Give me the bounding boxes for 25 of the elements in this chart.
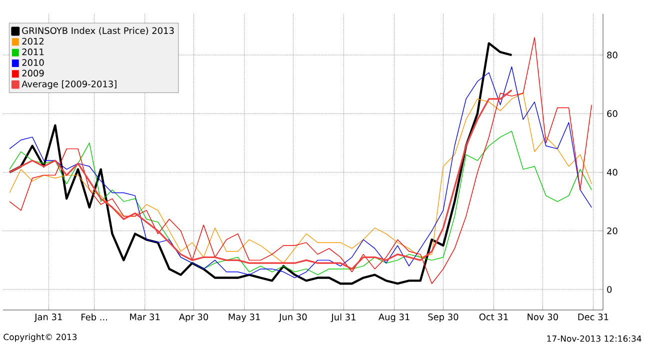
x-tick-label: Sep 30 bbox=[428, 314, 458, 322]
legend-label: 2012 bbox=[22, 38, 44, 45]
x-tick-label: Dec 31 bbox=[578, 314, 608, 320]
text: Copyright© 2013 bbox=[4, 334, 77, 342]
y-tick-label: 40 bbox=[606, 168, 618, 176]
legend-label: GRINSOYB Index (Last Price) 2013 bbox=[22, 27, 174, 36]
legend-label: 2010 bbox=[22, 59, 44, 66]
legend-label: 2011 bbox=[22, 48, 44, 56]
x-tick-label: Jul 31 bbox=[330, 314, 356, 322]
x-tick-label: Nov 30 bbox=[528, 314, 558, 320]
x-tick-label: May 31 bbox=[228, 314, 260, 322]
x-tick-label: Mar 31 bbox=[130, 314, 160, 320]
legend-label: 2009 bbox=[22, 70, 44, 77]
x-tick-label: Feb ... bbox=[82, 314, 107, 320]
x-tick-label: Apr 30 bbox=[178, 314, 208, 322]
x-tick-label: Jun 30 bbox=[278, 314, 307, 322]
y-tick-label: 60 bbox=[607, 110, 618, 118]
y-tick-label: 80 bbox=[607, 52, 618, 58]
legend-label: Average [2009-2013] bbox=[22, 80, 116, 90]
text: 17-Nov-2013 12:16:34 bbox=[547, 335, 642, 342]
y-tick-label: 20 bbox=[607, 227, 618, 234]
x-tick-label: Jan 31 bbox=[34, 314, 62, 322]
x-tick-label: Aug 31 bbox=[378, 314, 410, 322]
y-tick-label: 0 bbox=[607, 286, 612, 293]
x-tick-label: Oct 31 bbox=[479, 314, 508, 320]
